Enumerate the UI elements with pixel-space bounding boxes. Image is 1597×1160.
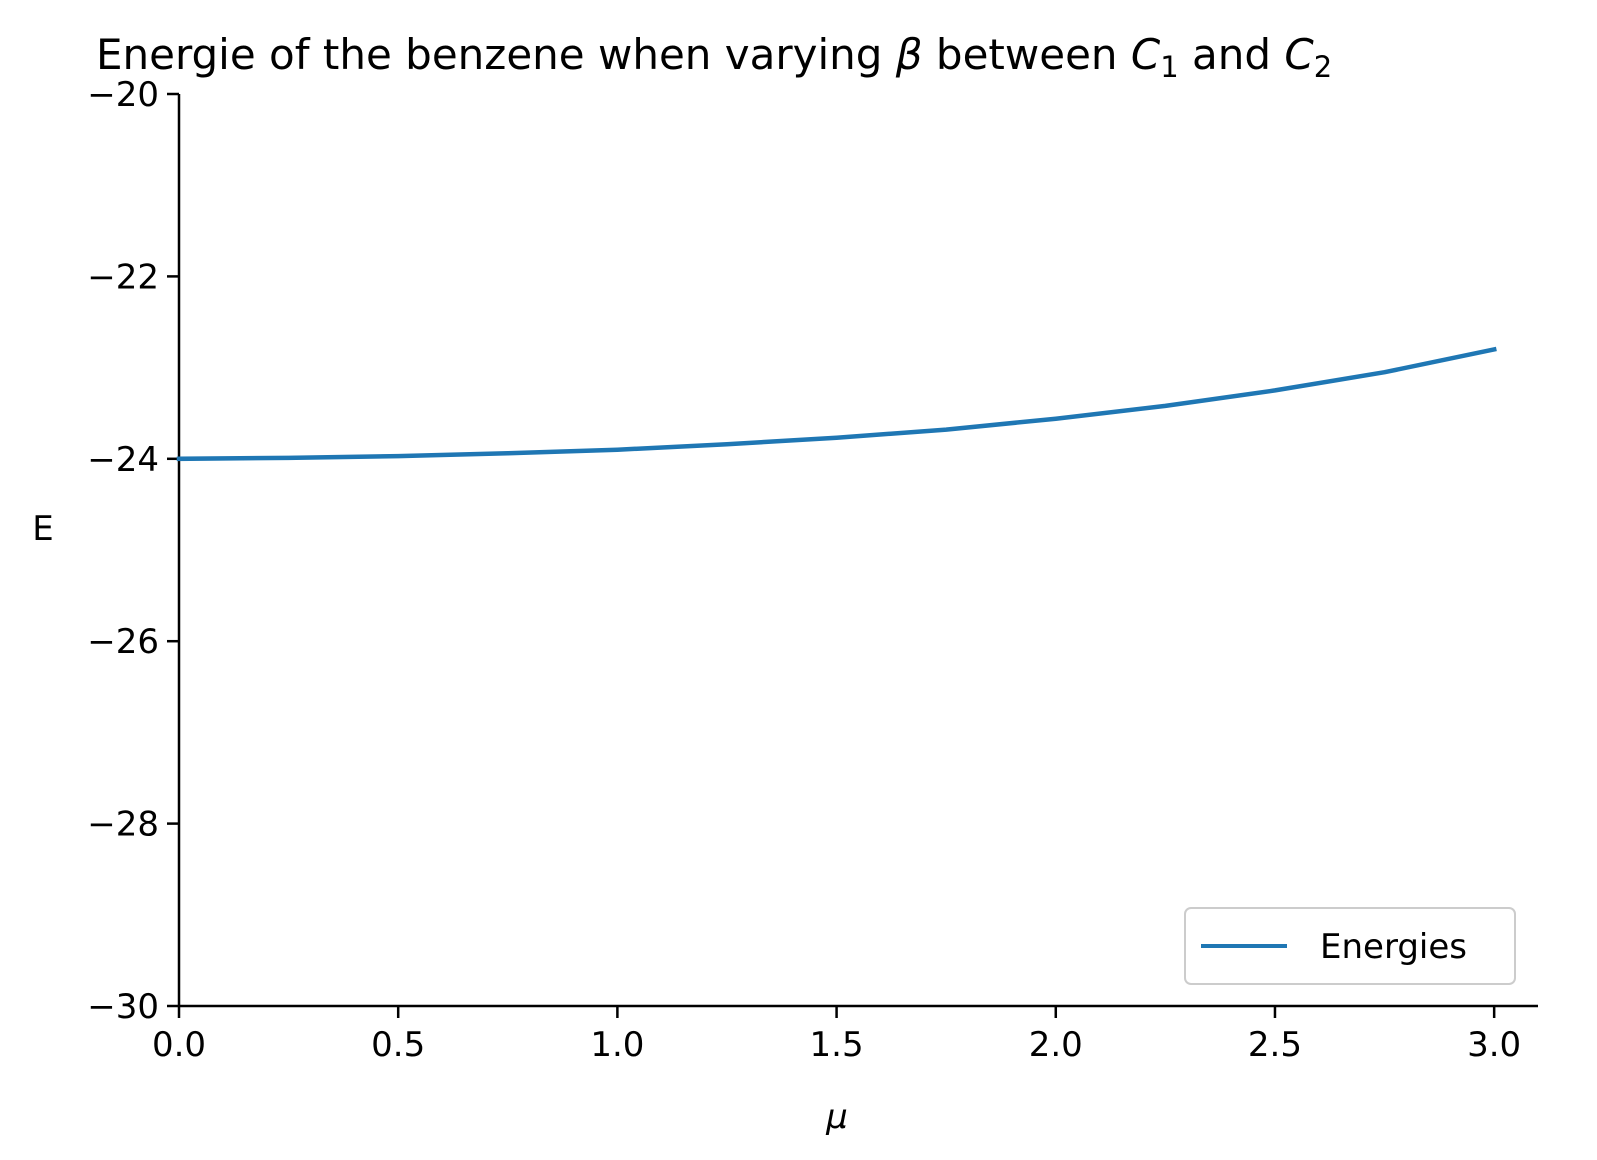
series-layer (176, 346, 1497, 462)
y-tick-label: −24 (87, 440, 159, 480)
y-tick-label: −28 (87, 805, 159, 845)
series-line-energies (176, 346, 1497, 462)
y-tick-label: −26 (87, 622, 159, 662)
x-tick-label: 3.0 (1467, 1025, 1521, 1065)
chart-title: Energie of the benzene when varying β be… (96, 30, 1332, 84)
y-tick-label: −22 (87, 257, 159, 297)
y-tick-label: −30 (87, 987, 159, 1027)
x-tick-label: 0.5 (371, 1025, 425, 1065)
x-axis-label: μ (825, 1097, 848, 1137)
legend: Energies (1184, 907, 1516, 985)
x-tick-label: 1.0 (590, 1025, 644, 1065)
y-axis-label: E (32, 509, 53, 549)
x-tick-label: 2.5 (1248, 1025, 1302, 1065)
y-tick-label: −20 (87, 75, 159, 115)
x-axis: 0.0 0.5 1.0 1.5 2.0 2.5 3.0 (152, 1004, 1538, 1065)
legend-frame (1184, 907, 1516, 985)
legend-label-energies: Energies (1320, 927, 1467, 967)
x-tick-label: 2.0 (1029, 1025, 1083, 1065)
x-tick-label: 0.0 (152, 1025, 206, 1065)
y-axis: −20 −22 −24 −26 −28 −30 (87, 75, 181, 1027)
x-tick-label: 1.5 (810, 1025, 864, 1065)
